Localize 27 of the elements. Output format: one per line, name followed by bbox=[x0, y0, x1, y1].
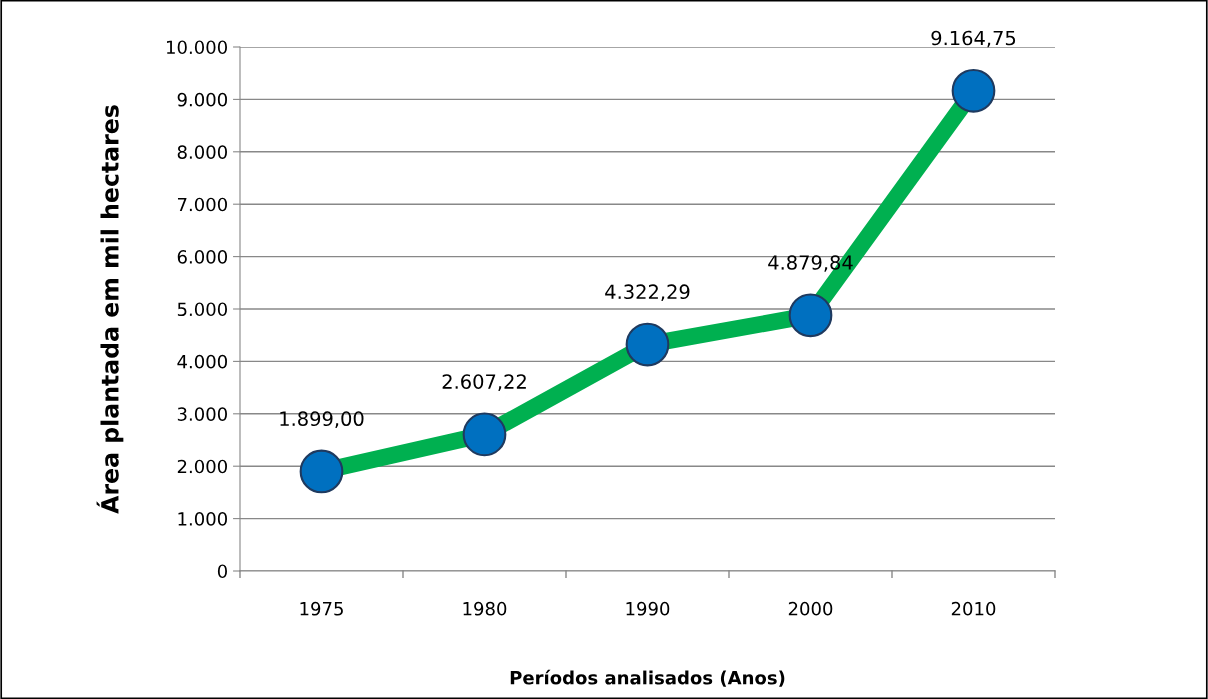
y-axis-title: Área plantada em mil hectares bbox=[96, 105, 124, 514]
y-tick-label: 4.000 bbox=[177, 354, 227, 369]
x-tick-label: 1980 bbox=[463, 601, 507, 616]
data-label: 9.164,75 bbox=[931, 30, 1016, 48]
y-tick-label: 6.000 bbox=[177, 250, 227, 264]
y-tick-label: 8.000 bbox=[177, 145, 227, 159]
y-tick-label: 0 bbox=[217, 564, 227, 579]
data-label: 4.322,29 bbox=[605, 284, 690, 302]
y-tick-label: 2.000 bbox=[177, 459, 227, 474]
x-tick-label: 2010 bbox=[951, 601, 996, 616]
y-tick-label: 5.000 bbox=[177, 302, 227, 317]
point bbox=[462, 412, 507, 457]
y-tick-label: 1.000 bbox=[178, 512, 227, 526]
point bbox=[788, 293, 833, 338]
y-tick-label: 7.000 bbox=[177, 197, 227, 212]
x-tick-label: 2000 bbox=[788, 601, 833, 616]
point bbox=[625, 322, 670, 367]
y-tick-label: 9.000 bbox=[177, 92, 227, 107]
point bbox=[951, 68, 996, 113]
y-tick-label: 3.000 bbox=[177, 407, 227, 421]
point bbox=[299, 449, 344, 494]
y-tick-label: 10.000 bbox=[167, 40, 227, 55]
x-tick-label: 1990 bbox=[626, 601, 670, 616]
data-label: 1.899,00 bbox=[280, 411, 364, 429]
data-label: 2.607,22 bbox=[442, 374, 526, 391]
x-axis-title: Períodos analisados (Anos) bbox=[510, 669, 785, 687]
x-tick-label: 1975 bbox=[300, 601, 343, 616]
